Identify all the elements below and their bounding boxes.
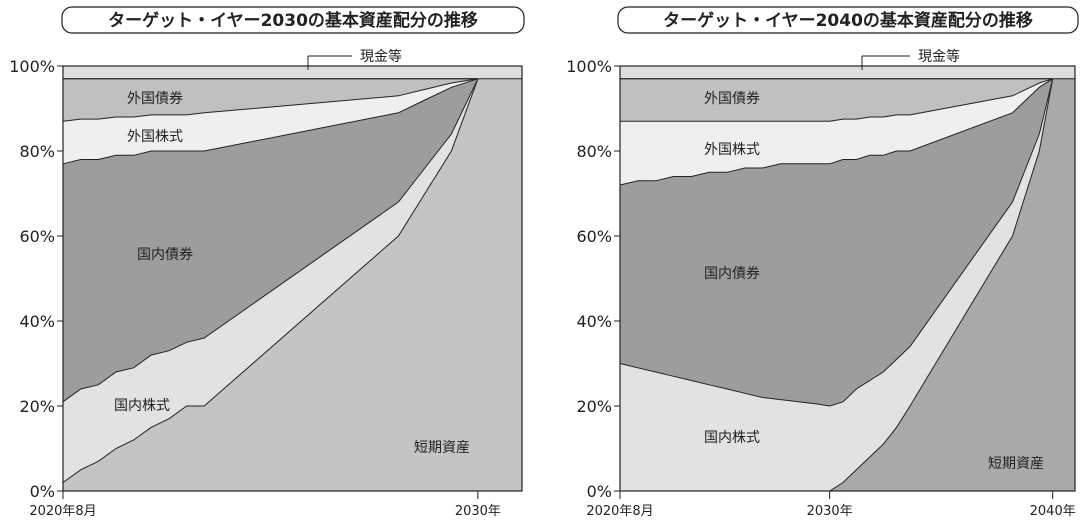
band-cash [620,66,1075,79]
boundary-domestic-stock [619,78,1054,407]
x-tick-label: 2040年 [1030,504,1076,519]
series-label-cash: 現金等 [918,48,960,65]
series-label-domestic-stock: 国内株式 [114,398,170,414]
y-tick-label: 0% [30,482,55,501]
band-foreign-bond [620,78,1075,122]
chart-title: ターゲット・イヤー2030の基本資産配分の推移 [108,10,478,31]
chart-2: 0% 20% 40% 60% 80% 100% 2020年8月 2030年 2040年 ターゲット… [566,6,1079,519]
series-label-foreign-stock: 外国株式 [704,142,760,158]
y-tick-label: 20% [576,397,612,416]
band-foreign-bond [63,78,522,122]
y-tick-label: 0% [587,482,612,501]
series-label-foreign-stock: 外国株式 [127,129,183,145]
series-label-domestic-bond: 国内債券 [137,247,193,263]
series-label-domestic-stock: 国内株式 [704,430,760,446]
y-tick-label: 80% [19,142,55,161]
band-cash [63,66,522,79]
band-short-term [620,78,1075,492]
x-tick-label: 2020年8月 [586,504,653,519]
band-domestic-bond [620,78,1075,407]
y-tick-label: 20% [19,397,55,416]
boundary-foreign-stock [620,78,1053,122]
series-label-domestic-bond: 国内債券 [704,266,760,282]
series-label-foreign-bond: 外国債券 [127,91,183,107]
chart-title-box [617,6,1079,34]
y-tick-label: 60% [19,227,55,246]
plot-frame [62,65,523,492]
boundary-domestic-stock [62,78,479,403]
series-label-foreign-bond: 外国債券 [704,91,760,107]
band-short-term [63,78,522,492]
x-tick-label: 2030年 [807,504,853,519]
y-tick-label: 40% [19,312,55,331]
y-tick-label: 100% [9,57,55,76]
boundary-domestic-bond [619,78,1053,186]
band-domestic-stock [63,78,522,483]
boundary-short-term [62,78,479,483]
series-label-short-term: 短期資産 [414,440,470,456]
series-label-short-term: 短期資産 [988,456,1044,472]
chart-1: 0% 20% 40% 60% 80% 100% 2020年8月 2030年 ターゲット・イヤー2… [9,6,525,519]
y-tick-label: 40% [576,312,612,331]
boundary-foreign-stock [62,78,478,122]
band-domestic-bond [63,78,522,402]
chart-title: ターゲット・イヤー2040の基本資産配分の推移 [663,10,1033,31]
plot-frame [619,65,1076,492]
y-tick-label: 60% [576,227,612,246]
chart-title-box [61,6,525,34]
x-tick-label: 2030年 [455,504,501,519]
band-domestic-stock [620,78,1075,492]
y-tick-label: 80% [576,142,612,161]
band-foreign-stock [63,78,522,164]
x-tick-label: 2020年8月 [29,504,96,519]
series-label-cash: 現金等 [360,48,402,65]
boundary-domestic-bond [62,78,479,165]
y-tick-label: 100% [566,57,612,76]
